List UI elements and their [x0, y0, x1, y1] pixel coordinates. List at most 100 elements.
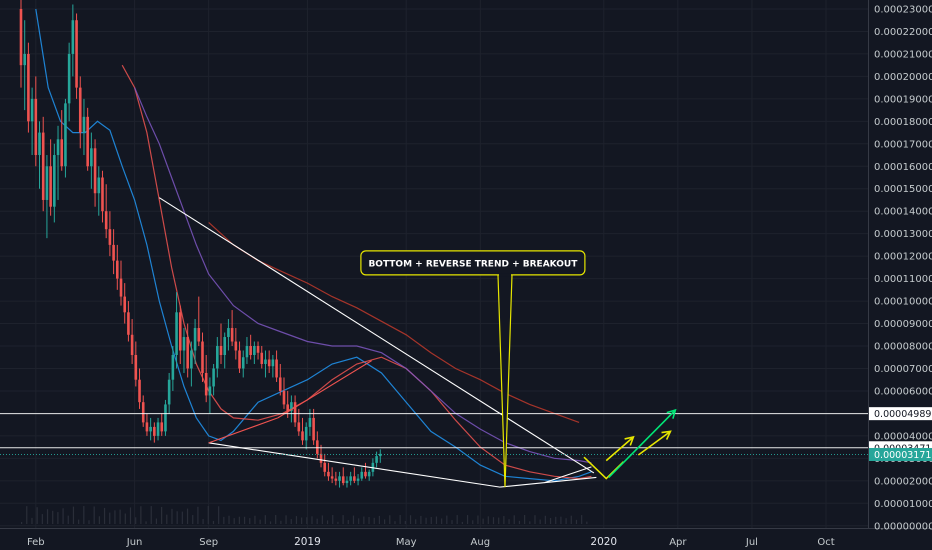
volume-bar [295, 516, 298, 524]
price-tick-label: 0.00000000 [874, 521, 932, 532]
candle-body [193, 328, 197, 351]
price-tick-label: 0.00004000 [874, 431, 932, 442]
candle-body [41, 132, 45, 200]
candle-body [23, 53, 26, 66]
projection-arrows [583, 408, 677, 480]
callout-box [360, 250, 586, 276]
volume-bar [446, 515, 448, 524]
candle-body [345, 480, 349, 484]
volume-bar [518, 520, 521, 524]
candle-body [64, 103, 67, 167]
candle-body [256, 346, 260, 353]
candle-body [93, 148, 97, 194]
volume-bar [466, 515, 469, 524]
candle-body [278, 377, 282, 391]
candle-body [112, 244, 115, 261]
callout-text: BOTTOM + REVERSE TREND + BREAKOUT [368, 259, 578, 269]
volume-bar [290, 519, 292, 524]
volume-bar [228, 515, 230, 524]
candle-body [241, 357, 245, 369]
candle-body [153, 426, 156, 436]
candle-body [104, 211, 108, 230]
price-tick-label: 0.00014000 [874, 207, 932, 218]
volume-bar [119, 509, 121, 524]
volume-bar [575, 519, 578, 524]
volume-bar [269, 521, 272, 524]
candle-body [160, 422, 164, 432]
volume-bar [549, 517, 552, 524]
volume-bar [404, 521, 406, 524]
volume-bar [306, 517, 308, 524]
candle-body [375, 456, 378, 463]
volume-bar [285, 515, 287, 524]
volume-bar [26, 506, 28, 524]
volume-bar [67, 515, 69, 524]
candle-body [319, 453, 323, 463]
candle-body [338, 476, 341, 481]
trendline [208, 442, 501, 488]
price-tick-label: 0.00018000 [874, 117, 932, 128]
volume-bar [524, 515, 526, 524]
candle-body [141, 402, 145, 423]
candle-body [312, 417, 315, 441]
candle-body [286, 404, 289, 412]
time-tick-label: Apr [669, 537, 687, 548]
price-tick-label: 0.00015000 [874, 184, 932, 195]
volume-bar [57, 512, 59, 524]
price-tick-label: 0.00021000 [874, 49, 932, 60]
volume-bar [212, 520, 215, 524]
candle-body [60, 139, 64, 167]
candle-body [364, 471, 367, 477]
price-tick-label: 0.00012000 [874, 252, 932, 263]
volume-bar [430, 517, 432, 524]
volume-bar [570, 515, 572, 524]
moving-average-line [208, 221, 580, 423]
volume-bar [114, 510, 116, 524]
volume-bar [435, 516, 438, 524]
candle-body [101, 177, 104, 212]
volume-bar [311, 516, 313, 524]
volume-bar [233, 518, 235, 524]
volume-bar [88, 520, 90, 524]
volume-bar [529, 521, 531, 524]
volume-bar [78, 519, 80, 524]
candle-body [245, 346, 249, 358]
candle-body [271, 359, 275, 367]
volume-bar [487, 516, 489, 524]
candle-body [208, 386, 212, 396]
volume-bar [238, 516, 240, 524]
time-tick-label: Aug [471, 537, 491, 548]
price-tick-label: 0.00017000 [874, 139, 932, 150]
volume-bar [316, 518, 318, 524]
trendline [500, 476, 597, 488]
volume-bar [176, 511, 178, 524]
horizontal-price-lines [0, 413, 868, 456]
candle-body [167, 379, 171, 405]
arrow-head [661, 430, 672, 440]
volume-bar [301, 517, 303, 524]
volume-bar [394, 521, 396, 524]
volume-bar [129, 507, 132, 524]
candle-body [341, 476, 345, 484]
candle-body [19, 8, 23, 66]
annotation-callout[interactable]: BOTTOM + REVERSE TREND + BREAKOUT [360, 250, 586, 488]
time-axis[interactable]: Feb Jun Sep 2019 May Aug 2020 Apr Jul Oct [27, 536, 835, 548]
trendline [208, 417, 278, 444]
candle-body [90, 148, 93, 167]
volume-bar [409, 515, 412, 524]
price-badge [869, 407, 932, 421]
volume-bar [259, 519, 261, 524]
volume-bar [150, 506, 152, 524]
volume-bar [161, 506, 163, 524]
volume-bar [534, 515, 536, 524]
volume-bar [503, 516, 505, 524]
candle-body [38, 132, 41, 156]
candle-body [216, 346, 219, 369]
time-tick-label: May [396, 537, 417, 548]
price-tick-label: 0.00020000 [874, 72, 932, 83]
candle-body [30, 98, 34, 122]
volume-bar [52, 510, 54, 524]
volume-bar [321, 515, 323, 524]
volume-bar [41, 514, 43, 524]
